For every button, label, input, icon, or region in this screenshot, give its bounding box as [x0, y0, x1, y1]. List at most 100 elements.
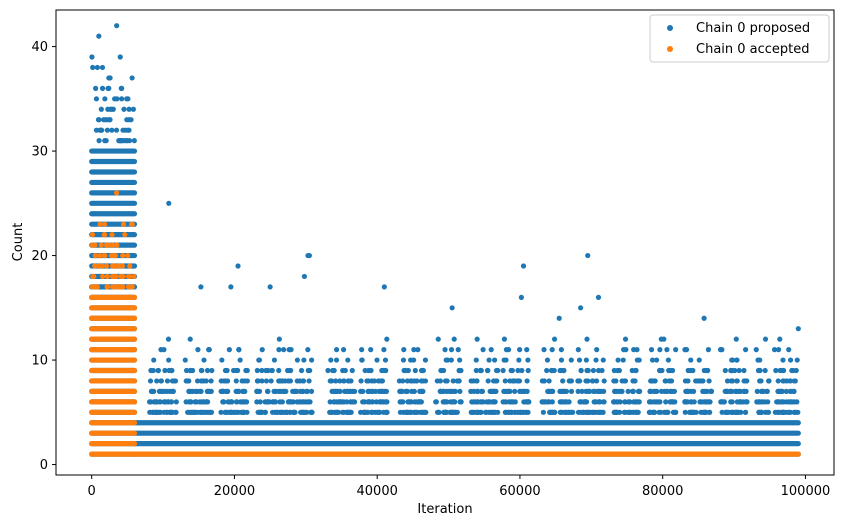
proposed-point	[400, 399, 406, 405]
proposed-point	[728, 378, 734, 384]
proposed-point	[615, 357, 621, 363]
proposed-point	[631, 399, 637, 405]
accepted-point	[103, 263, 110, 269]
proposed-point	[549, 347, 555, 353]
proposed-point	[336, 388, 343, 394]
proposed-point	[690, 367, 696, 374]
proposed-point	[361, 399, 368, 405]
proposed-point	[300, 399, 306, 405]
proposed-point	[672, 399, 678, 405]
proposed-point	[666, 367, 672, 374]
proposed-point	[305, 347, 311, 353]
proposed-point	[292, 388, 298, 394]
proposed-point	[518, 294, 524, 300]
proposed-point	[485, 378, 491, 384]
proposed-point	[278, 378, 284, 384]
proposed-point	[360, 388, 366, 394]
proposed-point	[702, 388, 708, 394]
accepted-point	[102, 252, 108, 259]
proposed-point	[209, 367, 215, 374]
proposed-point	[492, 409, 498, 415]
proposed-point	[766, 378, 772, 384]
proposed-point	[556, 315, 562, 321]
proposed-point	[474, 336, 480, 342]
proposed-point	[194, 378, 201, 384]
accepted-point	[92, 263, 98, 269]
proposed-point	[667, 399, 673, 405]
proposed-point	[119, 85, 125, 91]
proposed-point	[186, 388, 192, 394]
proposed-point	[113, 127, 120, 133]
proposed-point	[762, 367, 768, 374]
proposed-point	[728, 367, 734, 374]
accepted-point	[97, 221, 103, 227]
proposed-point	[397, 409, 404, 415]
proposed-point	[794, 357, 800, 363]
proposed-point	[637, 388, 643, 394]
proposed-point	[486, 357, 492, 363]
proposed-point	[309, 357, 315, 363]
proposed-point	[621, 347, 627, 353]
proposed-point	[478, 388, 485, 394]
proposed-point	[625, 388, 631, 394]
proposed-point	[654, 388, 660, 394]
proposed-point	[484, 367, 491, 374]
proposed-point	[787, 357, 794, 363]
proposed-point	[125, 127, 131, 133]
proposed-point	[685, 388, 691, 394]
proposed-point	[512, 388, 518, 394]
proposed-point	[558, 367, 564, 374]
proposed-point	[158, 378, 164, 384]
proposed-point	[722, 367, 728, 374]
x-tick-label: 20000	[214, 484, 255, 499]
proposed-point	[368, 347, 374, 353]
proposed-point	[380, 367, 387, 374]
proposed-point	[373, 399, 380, 405]
proposed-point	[629, 367, 635, 374]
proposed-point	[334, 409, 340, 415]
proposed-point	[99, 64, 106, 71]
proposed-point	[503, 357, 509, 363]
proposed-point	[795, 326, 801, 332]
accepted-point	[106, 242, 113, 248]
proposed-point	[671, 388, 678, 394]
proposed-point	[368, 367, 374, 374]
proposed-point	[650, 399, 657, 405]
proposed-point	[365, 399, 371, 405]
proposed-point	[559, 409, 565, 415]
proposed-point	[473, 378, 480, 384]
proposed-point	[730, 357, 736, 363]
proposed-point	[584, 336, 590, 342]
proposed-point	[411, 357, 417, 363]
proposed-point	[358, 378, 364, 384]
proposed-point	[271, 357, 278, 363]
proposed-point	[662, 378, 668, 384]
proposed-point	[220, 399, 226, 405]
proposed-point	[616, 367, 622, 374]
proposed-point	[636, 357, 642, 363]
accepted-point	[125, 252, 131, 259]
proposed-point	[549, 399, 555, 405]
proposed-point	[340, 367, 346, 374]
proposed-point	[593, 378, 600, 384]
proposed-point	[148, 388, 154, 394]
proposed-point	[114, 96, 120, 102]
proposed-point	[107, 106, 113, 112]
y-tick-label: 40	[31, 40, 48, 55]
legend-box	[649, 14, 830, 63]
proposed-point	[96, 33, 102, 39]
proposed-point	[793, 367, 799, 374]
accepted-point	[97, 252, 103, 259]
proposed-point	[525, 399, 532, 405]
proposed-point	[198, 284, 204, 290]
proposed-point	[593, 357, 599, 363]
proposed-points	[89, 23, 801, 457]
accepted-point	[89, 242, 95, 248]
proposed-point	[377, 399, 383, 405]
proposed-point	[719, 409, 725, 415]
proposed-point	[589, 378, 596, 384]
y-tick-label: 10	[31, 354, 48, 369]
proposed-point	[434, 409, 441, 415]
proposed-point	[420, 378, 426, 384]
proposed-point	[458, 399, 464, 405]
